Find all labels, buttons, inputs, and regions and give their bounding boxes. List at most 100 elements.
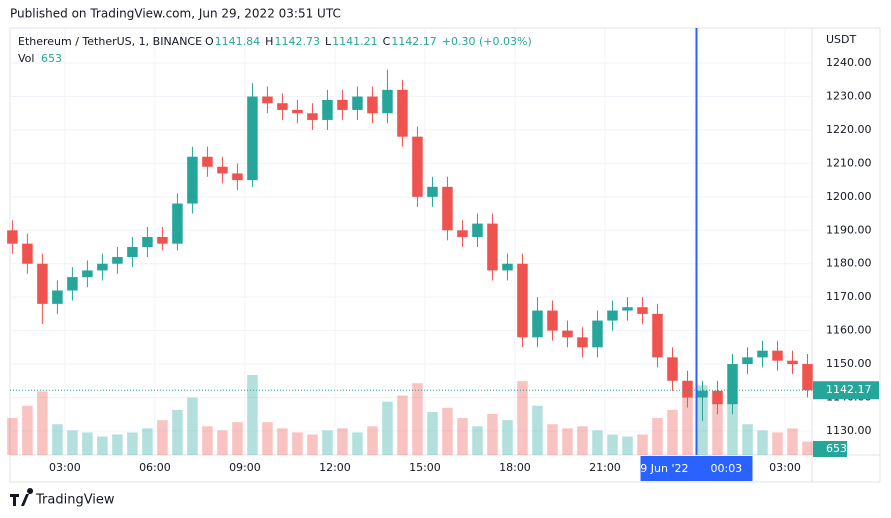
candle-body xyxy=(487,223,498,271)
price-unit: USDT xyxy=(826,33,857,46)
volume-bar xyxy=(307,434,318,455)
candle-body xyxy=(22,243,33,264)
volume-tag-label: 653 xyxy=(826,442,847,455)
candle-body xyxy=(367,96,378,114)
y-tick-label: 1200.00 xyxy=(826,190,872,203)
candle-body xyxy=(607,310,618,321)
y-tick-label: 1160.00 xyxy=(826,324,872,337)
candle-body xyxy=(232,173,243,181)
candle-body xyxy=(277,103,288,110)
volume-bars xyxy=(7,375,813,455)
volume-bar xyxy=(172,409,183,455)
candle-body xyxy=(82,270,93,278)
volume-bar xyxy=(82,432,93,455)
candle-body xyxy=(787,360,798,365)
candle-body xyxy=(457,230,468,237)
candle-body xyxy=(442,186,453,231)
candle-body xyxy=(187,156,198,204)
volume-bar xyxy=(517,381,528,455)
legend-key: C xyxy=(383,35,391,48)
legend-key: L xyxy=(325,35,332,48)
legend-value: 1142.17 xyxy=(391,35,437,48)
candle-body xyxy=(7,230,18,244)
candle-body xyxy=(757,350,768,358)
candle-body xyxy=(97,263,108,271)
legend-key: O xyxy=(205,35,214,48)
candle-body xyxy=(562,330,573,338)
volume-bar xyxy=(277,428,288,455)
candle-body xyxy=(382,89,393,114)
x-tick-label: 06:00 xyxy=(139,461,171,474)
brand-logo xyxy=(10,488,34,506)
published-note: Published on TradingView.com, Jun 29, 20… xyxy=(10,7,341,21)
x-tick-label: 18:00 xyxy=(499,461,531,474)
candle-body xyxy=(217,166,228,174)
x-tick-label: 09:00 xyxy=(229,461,261,474)
crosshair-time: 00:03 xyxy=(710,462,742,475)
candle-body xyxy=(547,310,558,331)
volume-bar xyxy=(7,418,18,455)
volume-bar xyxy=(187,397,198,455)
volume-bar xyxy=(232,422,243,455)
candle-body xyxy=(352,96,363,110)
y-tick-label: 1220.00 xyxy=(826,123,872,136)
volume-bar xyxy=(802,441,813,455)
candle-body xyxy=(517,263,528,338)
volume-bar xyxy=(727,403,738,455)
candle-body xyxy=(427,186,438,197)
volume-bar xyxy=(22,405,33,455)
candle-body xyxy=(112,257,123,264)
candle-body xyxy=(712,390,723,405)
volume-bar xyxy=(682,395,693,455)
chart-frame xyxy=(9,27,881,483)
candle-body xyxy=(682,380,693,398)
candle-body xyxy=(772,350,783,361)
candle-body xyxy=(337,99,348,110)
candle-body xyxy=(157,236,168,244)
volume-bar xyxy=(427,411,438,455)
volume-bar xyxy=(487,413,498,455)
x-tick-label: 15:00 xyxy=(409,461,441,474)
last-price-label: 1142.17 xyxy=(826,383,872,396)
volume-tag xyxy=(813,441,847,457)
symbol: Ethereum / TetherUS, 1, BINANCE xyxy=(18,35,202,48)
y-tick-label: 1180.00 xyxy=(826,257,872,270)
volume-bar xyxy=(202,426,213,455)
volume-bar xyxy=(712,399,723,455)
volume-bar xyxy=(757,430,768,455)
volume-bar xyxy=(112,434,123,455)
brand-name: TradingView xyxy=(35,493,115,508)
candle-body xyxy=(577,337,588,348)
candle-body xyxy=(667,357,678,381)
y-tick-label: 1190.00 xyxy=(826,223,872,236)
candle-body xyxy=(202,156,213,167)
legend-value: 1141.84 xyxy=(215,35,261,48)
volume-bar xyxy=(637,434,648,455)
candle-body xyxy=(802,364,813,391)
candle-body xyxy=(247,96,258,181)
volume-bar xyxy=(52,424,63,455)
volume-bar xyxy=(157,420,168,455)
volume-bar xyxy=(97,436,108,455)
volume-bar xyxy=(292,432,303,455)
volume-bar xyxy=(622,436,633,455)
y-tick-label: 1210.00 xyxy=(826,156,872,169)
volume-bar xyxy=(322,430,333,455)
volume-bar xyxy=(127,432,138,455)
volume-bar xyxy=(457,418,468,455)
legend-value: 1141.21 xyxy=(332,35,378,48)
y-tick-label: 1170.00 xyxy=(826,290,872,303)
candle-body xyxy=(727,364,738,405)
volume-bar xyxy=(742,424,753,455)
ohlc-legend: O 1141.84 H 1142.73 L 1141.21 C 1142.17 +0.30 (+… xyxy=(205,35,532,48)
volume-bar xyxy=(532,405,543,455)
volume-bar xyxy=(367,426,378,455)
volume-bar xyxy=(472,426,483,455)
candle-body xyxy=(262,96,273,104)
volume-bar xyxy=(217,430,228,455)
candles xyxy=(7,69,813,421)
legend-key: H xyxy=(265,35,273,48)
legend-value: 1142.73 xyxy=(274,35,320,48)
y-tick-label: 1130.00 xyxy=(826,424,872,437)
candle-body xyxy=(172,203,183,244)
